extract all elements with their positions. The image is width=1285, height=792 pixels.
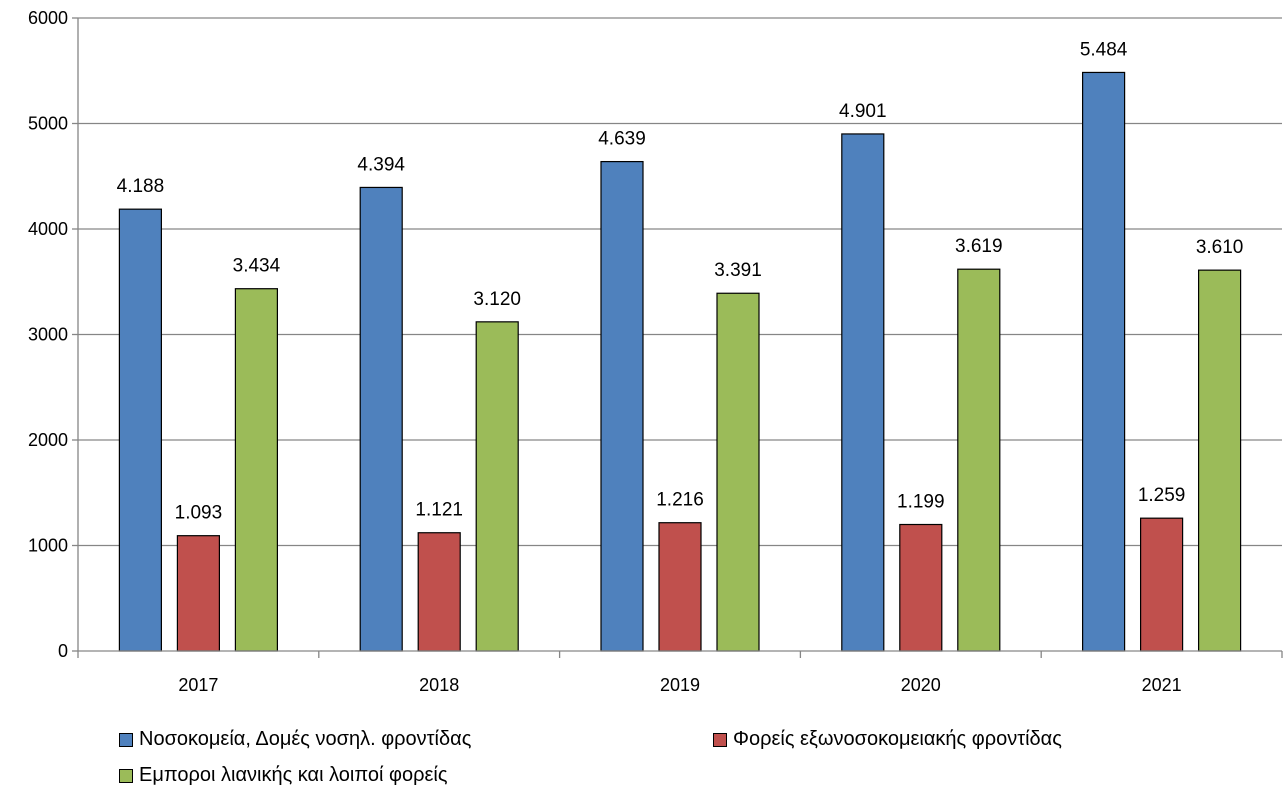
y-tick-label: 1000 bbox=[28, 536, 68, 556]
bar bbox=[1197, 269, 1242, 652]
bar bbox=[841, 133, 885, 652]
y-tick-label: 3000 bbox=[28, 325, 68, 345]
y-tick-label: 5000 bbox=[28, 114, 68, 134]
x-tick-label: 2018 bbox=[419, 675, 459, 695]
bar bbox=[957, 268, 1001, 652]
bar bbox=[118, 208, 163, 652]
axes: 0 1000 2000 3000 4000 5000 6000 2017 2018 2019 202… bbox=[28, 8, 1283, 695]
bar bbox=[1139, 517, 1184, 652]
bar bbox=[600, 160, 644, 652]
data-label: 1.259 bbox=[1138, 485, 1186, 506]
data-label: 4.188 bbox=[117, 176, 165, 197]
data-label: 5.484 bbox=[1080, 39, 1128, 60]
data-label: 1.093 bbox=[175, 503, 223, 524]
data-label: 3.391 bbox=[714, 260, 762, 281]
y-tick-label: 2000 bbox=[28, 430, 68, 450]
data-label: 3.434 bbox=[233, 256, 281, 277]
bar bbox=[658, 522, 702, 652]
bar bbox=[1081, 71, 1126, 652]
data-labels: 4.188 1.093 3.434 4.394 1.121 3.120 4.639 1.216… bbox=[117, 39, 1244, 523]
x-tick-label: 2017 bbox=[178, 675, 218, 695]
data-label: 3.610 bbox=[1196, 237, 1244, 258]
bar bbox=[417, 532, 461, 652]
data-label: 3.120 bbox=[473, 289, 521, 310]
gridlines bbox=[78, 17, 1282, 547]
bar bbox=[359, 186, 403, 652]
y-tick-label: 0 bbox=[58, 641, 68, 661]
data-label: 1.199 bbox=[897, 492, 945, 513]
bar bbox=[234, 288, 278, 652]
x-tick-label: 2020 bbox=[901, 675, 941, 695]
bar bbox=[475, 321, 519, 652]
y-tick-label: 6000 bbox=[28, 8, 68, 28]
bar bbox=[899, 523, 943, 652]
data-label: 1.121 bbox=[415, 500, 463, 521]
y-tick-label: 4000 bbox=[28, 219, 68, 239]
data-label: 3.619 bbox=[955, 236, 1003, 257]
x-tick-label: 2019 bbox=[660, 675, 700, 695]
data-label: 1.216 bbox=[656, 490, 704, 511]
bars bbox=[118, 71, 1242, 652]
x-tick-label: 2021 bbox=[1142, 675, 1182, 695]
data-label: 4.639 bbox=[598, 129, 646, 150]
bar bbox=[176, 535, 220, 652]
bar bbox=[716, 292, 760, 652]
data-label: 4.901 bbox=[839, 101, 887, 122]
data-label: 4.394 bbox=[357, 154, 405, 175]
